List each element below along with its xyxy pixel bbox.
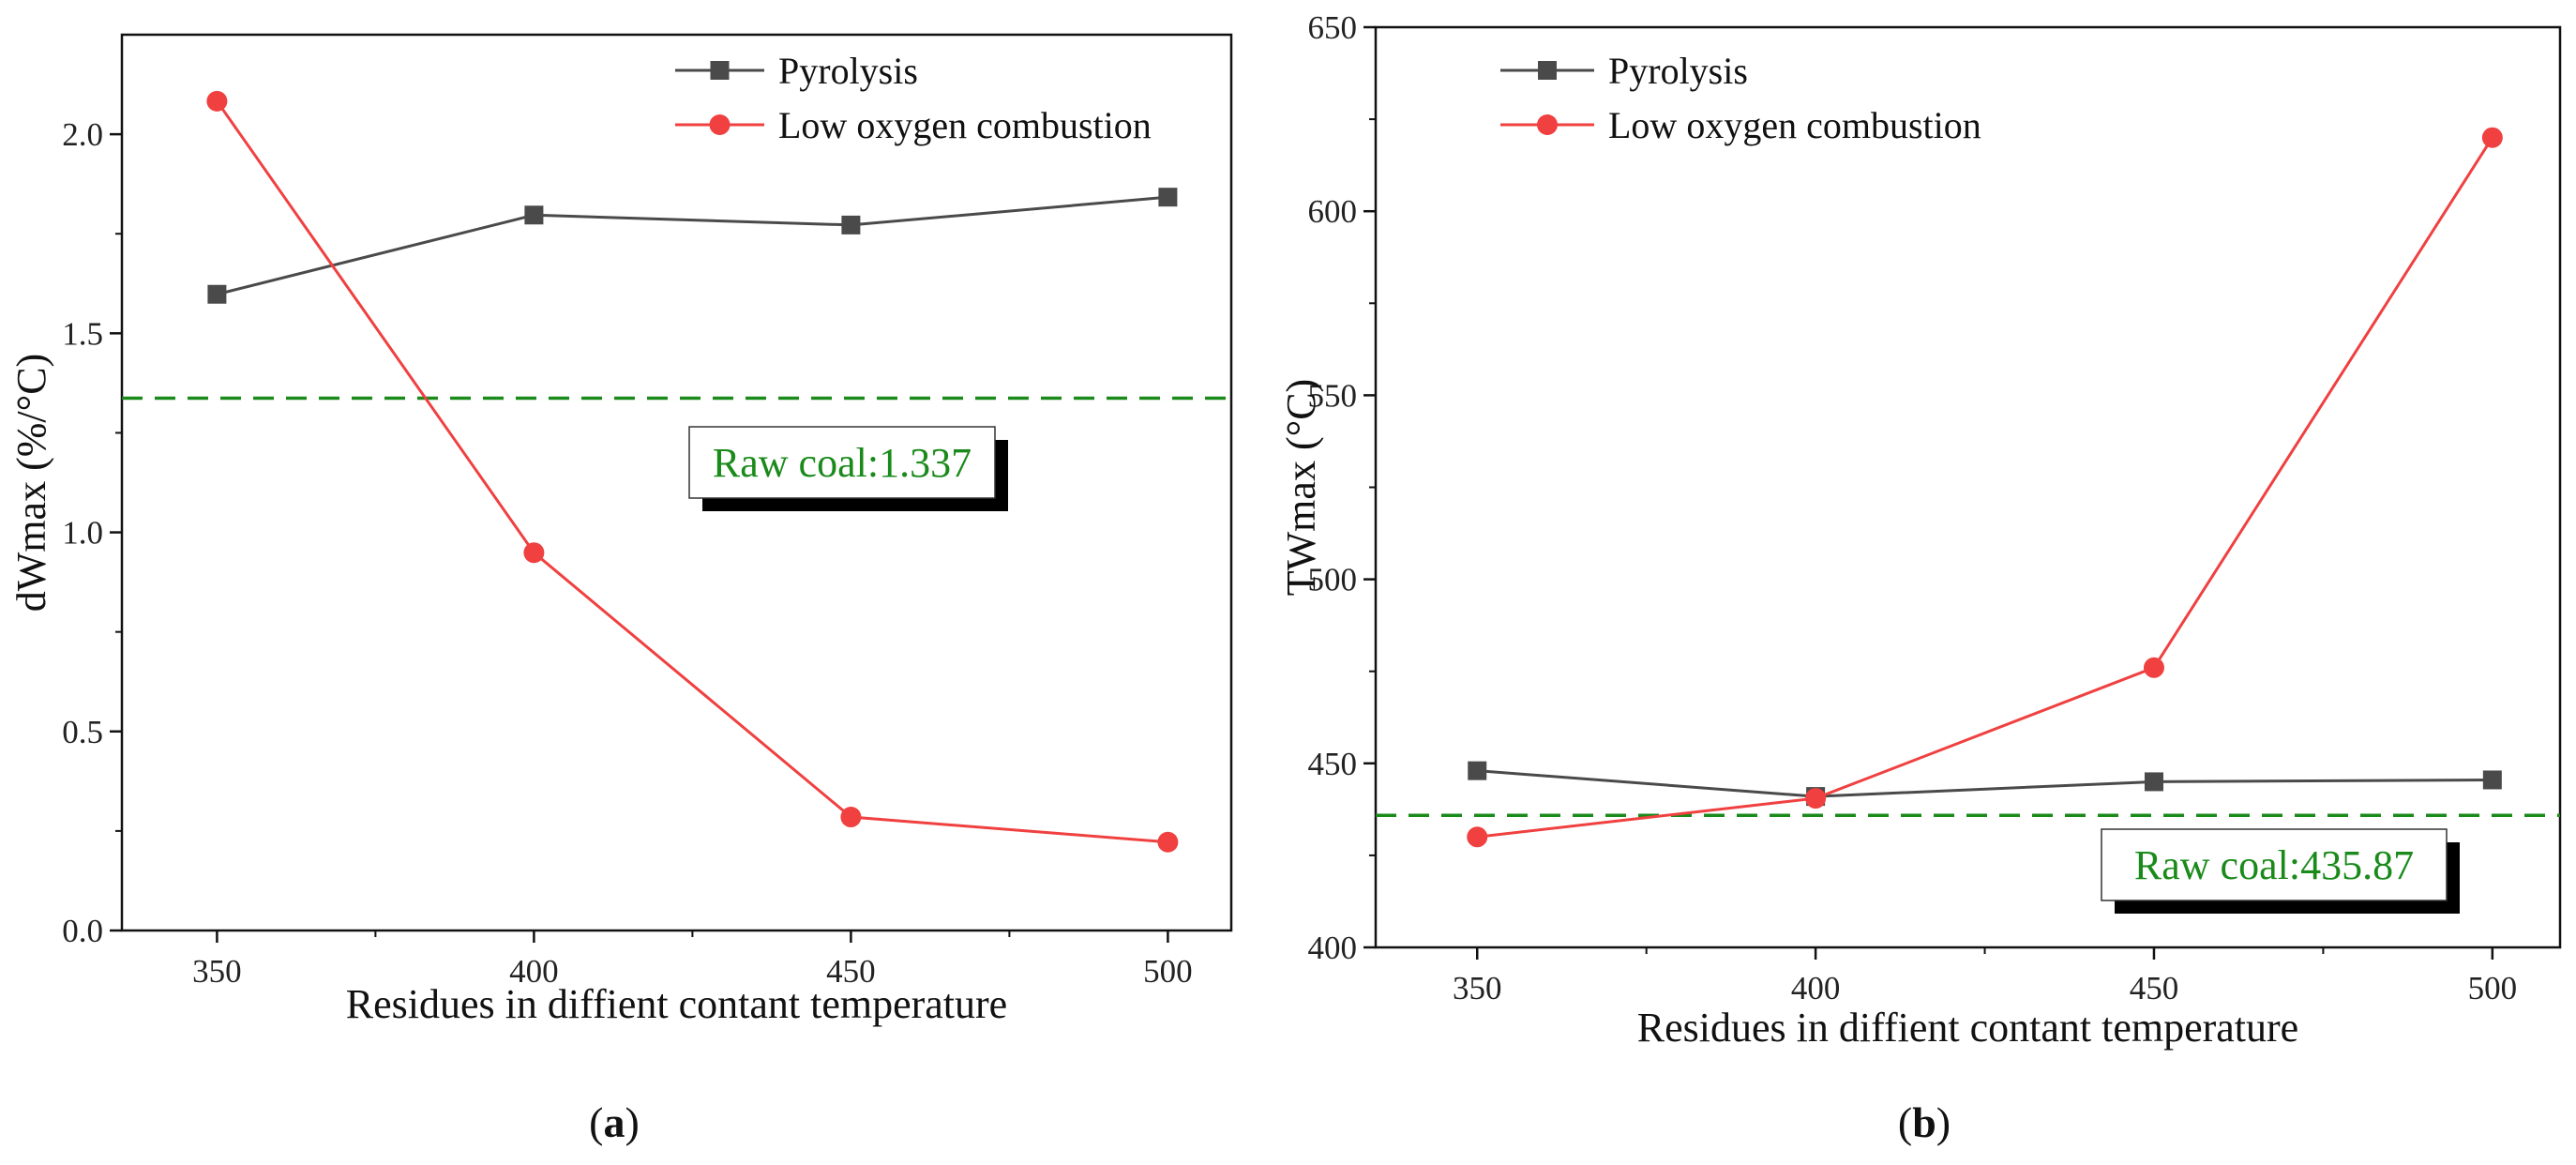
panel-label-letter: b <box>1912 1098 1936 1146</box>
y-tick-label: 0.5 <box>62 714 103 750</box>
y-tick-label: 500 <box>1308 562 1358 598</box>
chart-panel-b: 350 400 450 500 400 450 500 550 600 650 Raw coal:4… <box>1278 9 2562 1146</box>
raw-coal-label: Raw coal:1.337 <box>713 440 972 486</box>
chart-panel-a: 350 400 450 500 0.0 0.5 1.0 1.5 2.0 Raw coal:1.33… <box>8 33 1233 1146</box>
panel-label-close: ) <box>1936 1098 1951 1146</box>
plot-frame <box>120 33 1233 932</box>
x-tick-label: 500 <box>1143 953 1193 990</box>
data-point-pyrolysis <box>207 284 227 304</box>
raw-coal-label-box <box>2101 828 2448 901</box>
y-tick-label: 0.0 <box>62 913 103 949</box>
series-line-pyrolysis <box>1477 769 2493 798</box>
raw-coal-label-box <box>688 426 996 499</box>
raw-coal-label: Raw coal:435.87 <box>2134 842 2414 888</box>
x-tick-label: 450 <box>826 953 876 990</box>
legend-label: Pyrolysis <box>778 50 918 92</box>
panel-label-open: ( <box>1898 1098 1912 1146</box>
legend-marker-square <box>710 61 730 80</box>
data-point-low-oxygen-combustion <box>1805 788 1827 809</box>
data-point-low-oxygen-combustion <box>1157 831 1179 853</box>
legend-label: Low oxygen combustion <box>778 104 1152 146</box>
x-axis-title: Residues in diffient contant temperature <box>1637 1005 2298 1051</box>
legend-marker-circle <box>709 114 731 135</box>
x-tick-label: 450 <box>2130 970 2179 1006</box>
series-line-pyrolysis <box>217 195 1168 296</box>
data-point-pyrolysis <box>2482 770 2502 790</box>
x-tick-label: 500 <box>2468 970 2518 1006</box>
y-tick-label: 650 <box>1308 9 1358 46</box>
data-point-low-oxygen-combustion <box>523 542 545 564</box>
y-tick-label: 1.5 <box>62 315 103 352</box>
data-point-low-oxygen-combustion <box>206 90 228 112</box>
data-point-pyrolysis <box>841 215 861 235</box>
series-line-low-oxygen-combustion <box>216 100 1168 844</box>
x-tick-label: 350 <box>192 953 242 990</box>
x-tick-label: 350 <box>1453 970 1502 1006</box>
y-axis-title: TWmax (°C) <box>1278 379 1324 596</box>
y-axis-title: dWmax (%/°C) <box>8 354 54 612</box>
y-tick-label: 600 <box>1308 193 1358 230</box>
data-point-pyrolysis <box>1468 761 1487 780</box>
y-tick-label: 550 <box>1308 377 1358 414</box>
y-tick-label: 450 <box>1308 746 1358 782</box>
panel-label: (a) <box>589 1098 640 1146</box>
y-tick-label: 400 <box>1308 930 1358 966</box>
data-point-pyrolysis <box>2144 772 2163 792</box>
series-line-low-oxygen-combustion <box>1477 136 2494 839</box>
x-tick-label: 400 <box>1791 970 1841 1006</box>
x-axis-title: Residues in diffient contant temperature <box>346 981 1007 1027</box>
y-tick-label: 1.0 <box>62 515 103 552</box>
plot-frame <box>1374 25 2562 949</box>
data-point-low-oxygen-combustion <box>1467 826 1488 848</box>
panel-label: (b) <box>1898 1098 1951 1146</box>
data-point-low-oxygen-combustion <box>2143 657 2164 678</box>
data-point-pyrolysis <box>1158 188 1178 207</box>
panel-label-close: ) <box>625 1098 640 1146</box>
legend-marker-square <box>1538 61 1557 80</box>
x-tick-label: 400 <box>509 953 559 990</box>
data-point-low-oxygen-combustion <box>2481 127 2503 148</box>
panel-label-open: ( <box>589 1098 603 1146</box>
panel-label-letter: a <box>604 1098 625 1146</box>
y-tick-label: 2.0 <box>62 116 103 153</box>
data-point-pyrolysis <box>524 205 544 225</box>
legend-marker-circle <box>1537 114 1558 135</box>
data-point-low-oxygen-combustion <box>840 807 862 828</box>
legend-label: Low oxygen combustion <box>1608 104 1981 146</box>
legend-label: Pyrolysis <box>1608 50 1748 92</box>
